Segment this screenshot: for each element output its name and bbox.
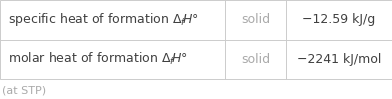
Text: solid: solid bbox=[241, 53, 270, 66]
Text: (at STP): (at STP) bbox=[2, 85, 46, 95]
Text: −12.59 kJ/g: −12.59 kJ/g bbox=[303, 13, 376, 26]
Text: solid: solid bbox=[241, 13, 270, 26]
Text: −2241 kJ/mol: −2241 kJ/mol bbox=[297, 53, 381, 66]
Bar bbox=[0, 0, 392, 79]
Text: molar heat of formation $\Delta_f\!H°$: molar heat of formation $\Delta_f\!H°$ bbox=[8, 51, 188, 67]
Text: specific heat of formation $\Delta_f\!H°$: specific heat of formation $\Delta_f\!H°… bbox=[8, 11, 199, 28]
